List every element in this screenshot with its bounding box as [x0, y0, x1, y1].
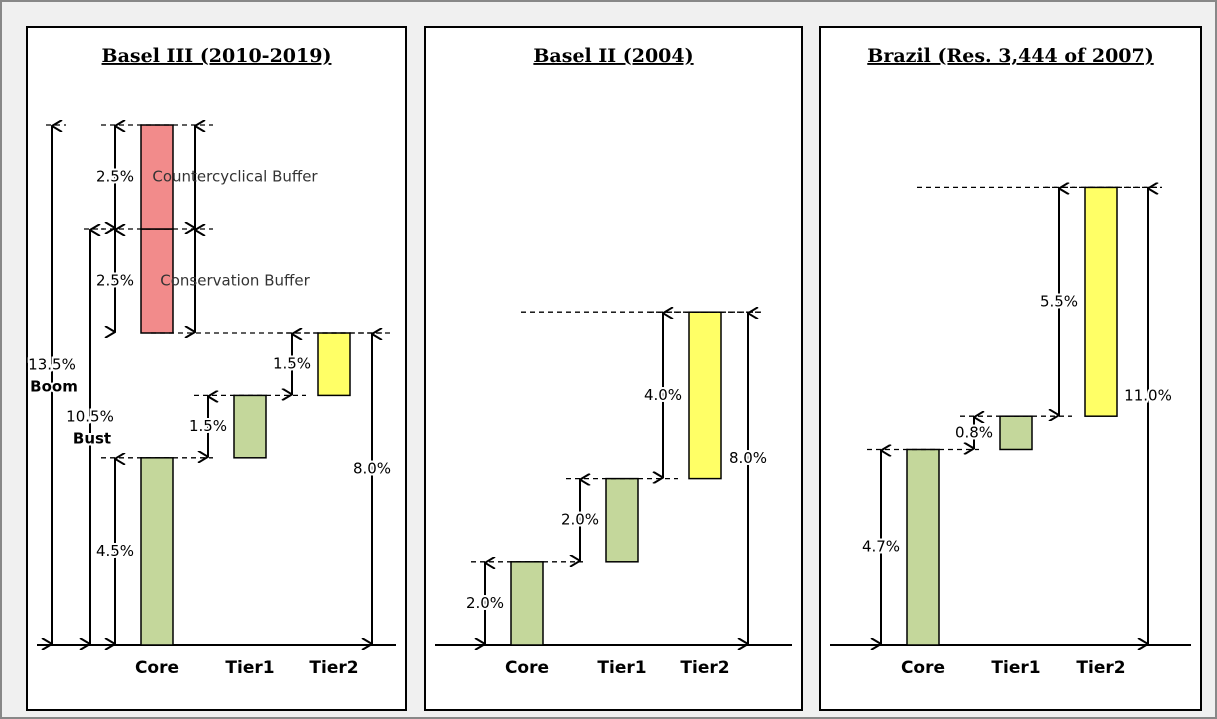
- panel: [819, 26, 1202, 711]
- segment-label: 2.0%: [466, 594, 504, 612]
- bar-segment: [140, 457, 174, 646]
- segment-label: 2.5%: [96, 272, 134, 290]
- category-label: Tier2: [309, 658, 358, 678]
- buffer-label: Countercyclical Buffer: [152, 168, 318, 186]
- segment-label: 2.5%: [96, 168, 134, 186]
- bar-segment: [999, 415, 1033, 451]
- segment-label: 1.5%: [273, 355, 311, 373]
- total-label: 13.5%: [28, 356, 76, 374]
- total-note: Bust: [73, 430, 111, 448]
- segment-label: 0.8%: [955, 423, 993, 441]
- bar-segment: [140, 124, 174, 230]
- total-note: Boom: [30, 378, 78, 396]
- panel-title: Basel II (2004): [533, 45, 693, 67]
- bar-segment: [688, 311, 722, 480]
- bar-segment: [1084, 186, 1118, 417]
- total-label: 8.0%: [729, 449, 767, 467]
- segment-label: 1.5%: [189, 417, 227, 435]
- bar-segment: [233, 394, 267, 459]
- segment-label: 4.5%: [96, 542, 134, 560]
- panel-title: Basel III (2010-2019): [102, 45, 332, 67]
- buffer-label: Conservation Buffer: [160, 272, 310, 290]
- segment-label: 4.0%: [644, 386, 682, 404]
- category-label: Tier1: [225, 658, 274, 678]
- bar-segment: [317, 332, 351, 397]
- segment-label: 4.7%: [862, 538, 900, 556]
- bar-segment: [605, 477, 639, 563]
- category-label: Tier1: [991, 658, 1040, 678]
- category-label: Tier1: [597, 658, 646, 678]
- segment-label: 5.5%: [1040, 292, 1078, 310]
- bar-segment: [140, 228, 174, 334]
- category-label: Core: [505, 658, 549, 678]
- total-label: 8.0%: [353, 460, 391, 478]
- panel-title: Brazil (Res. 3,444 of 2007): [867, 45, 1153, 67]
- category-label: Tier2: [680, 658, 729, 678]
- category-label: Core: [901, 658, 945, 678]
- bar-segment: [510, 561, 544, 646]
- category-label: Tier2: [1076, 658, 1125, 678]
- segment-label: 2.0%: [561, 511, 599, 529]
- total-label: 11.0%: [1124, 387, 1172, 405]
- bar-segment: [906, 448, 940, 646]
- category-label: Core: [135, 658, 179, 678]
- total-label: 10.5%: [66, 408, 114, 426]
